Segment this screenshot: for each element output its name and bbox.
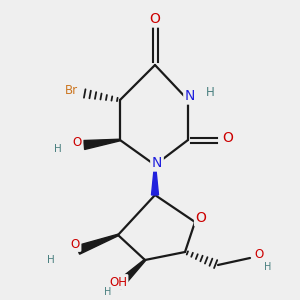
Text: H: H <box>54 144 62 154</box>
Text: O: O <box>223 131 233 145</box>
Polygon shape <box>83 139 120 149</box>
Text: H: H <box>206 85 214 98</box>
Text: Br: Br <box>65 83 78 97</box>
Text: H: H <box>264 262 272 272</box>
Polygon shape <box>115 260 146 289</box>
Text: OH: OH <box>109 275 127 289</box>
Text: N: N <box>152 156 162 170</box>
Text: H: H <box>47 255 55 265</box>
Text: O: O <box>73 136 82 148</box>
Polygon shape <box>152 165 158 195</box>
Polygon shape <box>76 234 118 254</box>
Text: O: O <box>196 211 206 225</box>
Text: O: O <box>254 248 263 260</box>
Text: N: N <box>185 89 195 103</box>
Text: O: O <box>150 12 160 26</box>
Text: O: O <box>71 238 80 250</box>
Text: H: H <box>104 287 112 297</box>
